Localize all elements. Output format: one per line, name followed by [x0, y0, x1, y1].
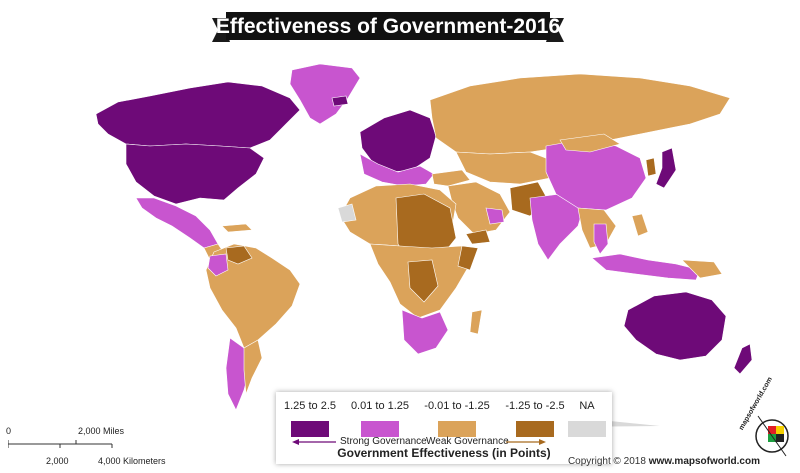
legend-item-strong: 1.25 to 2.5 [282, 400, 338, 437]
region-mongolia [559, 133, 621, 153]
weak-arrow [506, 439, 546, 445]
copyright-notice: Copyright © 2018 www.mapsofworld.com [568, 456, 760, 467]
strong-governance-label: Strong Governance [340, 436, 427, 447]
scale-km-end: 4,000 Kilometers [98, 456, 166, 466]
region-korea [645, 157, 657, 177]
region-new-zealand [733, 343, 753, 375]
copyright-prefix: Copyright © 2018 [567, 456, 646, 467]
region-turkey [431, 169, 471, 187]
legend-swatch [438, 421, 476, 437]
region-australia [623, 291, 727, 361]
scale-bar: 0 2,000 Miles 2,000 4,000 Kilometers [6, 424, 168, 468]
legend-item-weak: -0.01 to -1.25 [420, 400, 494, 437]
region-philippines [631, 213, 649, 237]
legend-label: NA [579, 400, 595, 412]
region-somalia [457, 245, 479, 271]
strong-arrow [292, 439, 336, 445]
world-map [95, 63, 753, 428]
region-yemen-syria [465, 229, 491, 245]
globe-logo-icon [755, 415, 789, 457]
region-south-america-north [205, 243, 301, 349]
scale-miles-end: 2,000 Miles [78, 426, 125, 436]
region-madagascar [469, 309, 483, 335]
region-southern-africa [401, 309, 449, 355]
region-japan [655, 147, 677, 189]
map-legend: 1.25 to 2.5 0.01 to 1.25 -0.01 to -1.25 … [276, 392, 612, 464]
weak-governance-label: Weak Governance [426, 436, 509, 447]
legend-label: -1.25 to -2.5 [505, 400, 565, 412]
region-russia [429, 73, 731, 155]
region-central-asia [455, 151, 557, 185]
region-colombia [207, 253, 229, 277]
legend-label: 1.25 to 2.5 [284, 400, 336, 412]
region-drc [407, 259, 439, 303]
scale-miles-start: 0 [6, 426, 12, 436]
region-venezuela [225, 245, 253, 265]
region-cuba [221, 223, 253, 233]
map-title: Effectiveness of Government-2016 [215, 15, 561, 38]
region-middle-east [447, 181, 511, 235]
legend-item-very-weak: -1.25 to -2.5 [502, 400, 568, 437]
map-title-banner: Effectiveness of Government-2016 [212, 10, 564, 44]
region-papua [681, 259, 723, 279]
region-western-sahara [337, 203, 357, 223]
legend-swatch [516, 421, 554, 437]
region-southern-europe [359, 153, 435, 187]
region-iceland [331, 95, 349, 107]
title-ribbon [212, 12, 564, 42]
legend-arrows [292, 439, 546, 445]
region-argentina [243, 339, 263, 395]
region-greenland [289, 63, 361, 125]
region-gulf [485, 207, 505, 225]
region-western-europe [359, 109, 437, 173]
region-indonesia [591, 253, 701, 281]
brand-logo: mapsofworld.com [738, 376, 796, 462]
legend-item-na: NA [568, 400, 606, 437]
legend-swatch [291, 421, 329, 437]
region-canada-alaska [95, 81, 301, 149]
legend-swatch [361, 421, 399, 437]
region-mexico [135, 197, 219, 249]
legend-item-moderate: 0.01 to 1.25 [348, 400, 412, 437]
region-thailand-malaysia [593, 223, 609, 255]
legend-swatch [568, 421, 606, 437]
legend-label: 0.01 to 1.25 [350, 400, 410, 412]
scale-km-mid: 2,000 [46, 456, 69, 466]
legend-label: -0.01 to -1.25 [424, 400, 490, 412]
region-usa [125, 143, 265, 205]
legend-axis-title: Government Effectiveness (in Points) [337, 446, 551, 460]
copyright-site: www.mapsofworld.com [648, 456, 760, 467]
scale-bar-lines [8, 440, 113, 448]
